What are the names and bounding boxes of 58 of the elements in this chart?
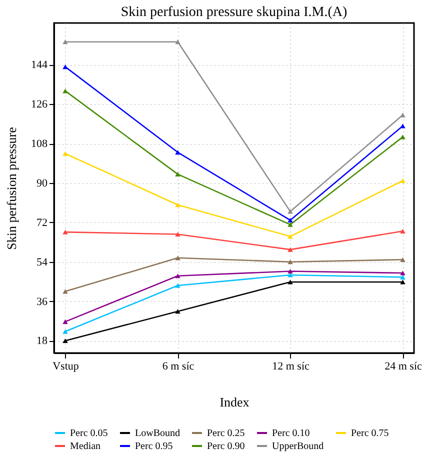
legend-label: Median <box>70 441 101 452</box>
point <box>62 338 68 344</box>
x-tick-label: Vstup <box>52 360 80 372</box>
y-tick-label: 90 <box>36 177 48 190</box>
point <box>400 134 406 140</box>
point <box>62 64 68 70</box>
y-tick-label: 54 <box>36 256 48 268</box>
y-tick-label: 72 <box>36 216 48 229</box>
legend-label: UpperBound <box>272 441 324 452</box>
point <box>175 256 180 260</box>
point <box>175 172 180 176</box>
point <box>288 234 293 239</box>
point <box>288 222 293 227</box>
point <box>62 289 68 294</box>
point <box>400 178 406 184</box>
point <box>288 268 293 274</box>
point <box>400 257 406 262</box>
point <box>288 247 293 252</box>
legend-label: Perc 0.25 <box>207 428 245 439</box>
legend-label: LowBound <box>135 428 180 439</box>
point <box>400 270 406 276</box>
point <box>400 124 406 128</box>
point <box>400 274 406 280</box>
x-tick-label: 6 m síc <box>162 360 194 372</box>
legend-label: Perc 0.05 <box>70 428 108 439</box>
y-tick-label: 144 <box>31 59 48 72</box>
point <box>288 280 293 284</box>
x-axis-title: Index <box>220 394 250 410</box>
point <box>62 319 68 324</box>
point <box>175 40 180 44</box>
point <box>175 150 180 155</box>
legend-label: Perc 0.95 <box>135 441 173 452</box>
point <box>288 218 293 222</box>
y-tick-label: 126 <box>31 98 48 111</box>
legend-label: Perc 0.75 <box>351 428 389 439</box>
point <box>288 260 293 264</box>
legend-label: Perc 0.10 <box>272 428 310 439</box>
point <box>62 151 68 156</box>
x-tick-label: 12 m síc <box>272 360 310 372</box>
chart-title: Skin perfusion pressure skupina I.M.(A) <box>120 5 348 20</box>
point <box>175 274 180 278</box>
point <box>175 232 180 237</box>
point <box>288 209 293 214</box>
point <box>62 230 68 234</box>
point <box>175 202 180 208</box>
y-tick-label: 18 <box>36 335 48 348</box>
point <box>175 309 180 314</box>
point <box>62 88 68 94</box>
point <box>400 228 406 234</box>
y-axis-title: Skin perfusion pressure <box>4 126 19 250</box>
point <box>175 283 180 288</box>
point <box>62 40 68 44</box>
legend-label: Perc 0.90 <box>207 441 245 452</box>
x-tick-label: 24 m síc <box>384 360 422 372</box>
point <box>400 280 406 284</box>
y-tick-label: 36 <box>36 296 48 308</box>
y-tick-label: 108 <box>31 138 48 150</box>
point <box>62 329 68 334</box>
